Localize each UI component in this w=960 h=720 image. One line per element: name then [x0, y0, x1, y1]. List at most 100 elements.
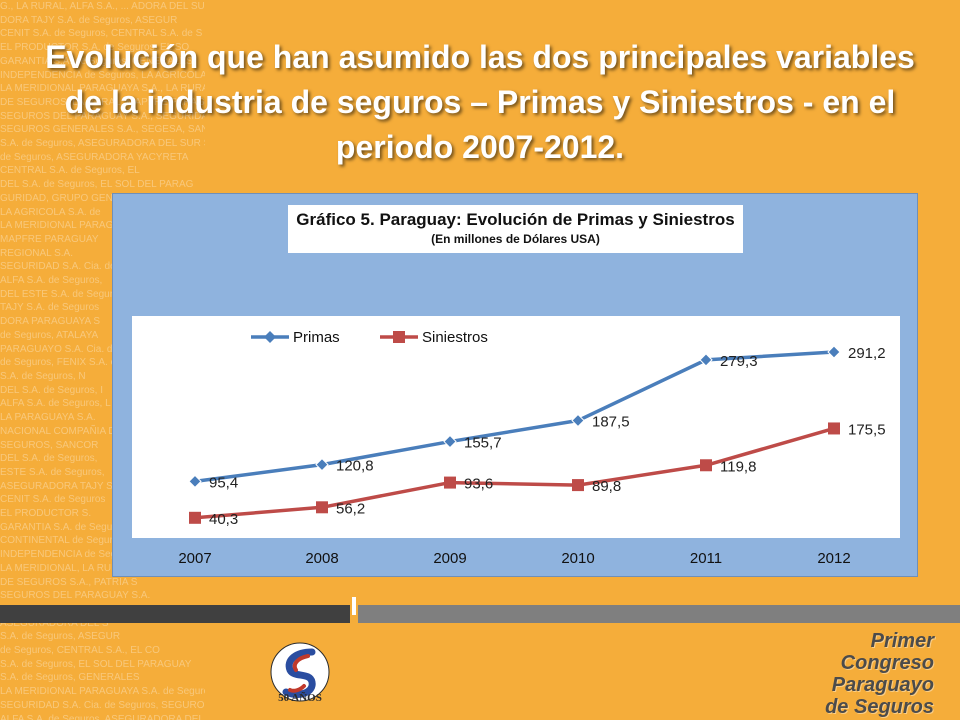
watermark-line: MAPFRE PARAGUAY	[0, 233, 99, 245]
watermark-line: de Seguros, ATALAYA	[0, 329, 99, 341]
watermark-line: S.A. de Seguros, ASEGURADORA DEL SUR S.A…	[0, 138, 205, 150]
watermark-line: S.A. de Seguros, GENERALES	[0, 672, 140, 684]
congress-line: de Seguros	[825, 696, 934, 718]
data-point-primas	[827, 345, 841, 359]
watermark-line: ALFA S.A. de Seguros, ASEGURADORA DEL ES…	[0, 713, 205, 720]
data-label-primas: 120,8	[336, 458, 374, 475]
watermark-line: DEL S.A. de Seguros,	[0, 453, 98, 465]
congress-line: Congreso	[840, 652, 934, 674]
data-label-primas: 95,4	[209, 474, 238, 491]
watermark-line: ASEGURADORA TAJY S.A.	[0, 480, 126, 492]
association-caption: 50 AÑOS	[278, 692, 322, 704]
data-label-siniestros: 93,6	[464, 476, 493, 493]
watermark-line: CENIT S.A. de Seguros	[0, 494, 106, 506]
watermark-line: LA MERIDIONAL PARAG	[0, 220, 114, 232]
footer-band	[0, 597, 960, 623]
watermark-line: CENIT S.A. de Seguros, CENTRAL S.A. de S	[0, 28, 203, 40]
x-tick-label: 2011	[690, 550, 722, 567]
association-logo	[270, 642, 330, 702]
watermark-line: GARANTIA S.A. de Seguros, GENERALES	[0, 55, 193, 67]
watermark-line: GARANTIA S.A. de Seguro	[0, 521, 122, 533]
series-line-primas	[194, 350, 835, 484]
watermark-line: de Seguros, FENIX S.A. c	[0, 357, 116, 369]
x-tick-label: 2008	[305, 550, 338, 567]
watermark-line: CONTINENTAL de Seguros S.A.	[0, 535, 146, 547]
data-label-primas: 187,5	[592, 414, 630, 431]
legend-label: Siniestros	[422, 329, 488, 346]
background-watermark: G., LA RURAL, ALFA S.A., ... ADORA DEL S…	[0, 0, 205, 720]
data-point-siniestros	[444, 476, 456, 489]
footer-band-dark	[0, 605, 350, 623]
data-point-siniestros	[700, 459, 712, 472]
watermark-line: G., LA RURAL, ALFA S.A., ... ADORA DEL S…	[0, 1, 205, 12]
data-point-primas	[443, 434, 457, 449]
data-label-primas: 279,3	[720, 353, 758, 370]
congress-line: Paraguayo	[831, 674, 934, 696]
chart-title: Gráfico 5. Paraguay: Evolución de Primas…	[296, 210, 735, 229]
data-label-siniestros: 56,2	[336, 500, 365, 517]
watermark-line: SEGUROS DEL PARAGUAY S.A., SEGURIDAD	[0, 110, 205, 122]
data-point-primas	[571, 413, 585, 428]
watermark-line: INDEPENDENCIA de Seguro	[0, 549, 131, 561]
x-tick-label: 2010	[561, 550, 594, 567]
watermark-line: SEGURIDAD S.A. Cia. de Seguros, SEGUROS …	[0, 699, 205, 711]
chart-title-box: Gráfico 5. Paraguay: Evolución de Primas…	[288, 205, 743, 253]
watermark-line: DEL ESTE S.A. de Seguros	[0, 288, 124, 300]
plot-area	[132, 316, 900, 538]
watermark-line: DE SEGUROS, LA RURAL, MAPFRE PARAGUAY	[0, 96, 205, 108]
data-point-siniestros	[189, 511, 201, 524]
watermark-line: S.A. de Seguros, ASEGUR	[0, 631, 121, 643]
watermark-line: DE SEGUROS S.A., PATRIA S	[0, 576, 138, 588]
watermark-line: DEL S.A. de Seguros, EL SOL DEL PARAG	[0, 179, 194, 191]
data-point-siniestros	[316, 501, 328, 514]
watermark-line: EL PRODUCTOR S.	[0, 508, 92, 520]
watermark-line: ESTE S.A. de Seguros,	[0, 466, 105, 478]
data-label-siniestros: 119,8	[720, 458, 756, 475]
watermark-line: LA MERIDIONAL PARAGUAYA S.A., LA RURAL	[0, 83, 205, 95]
watermark-line: DORA TAJY S.A. de Seguros, ASEGUR	[0, 14, 178, 26]
watermark-line: CENTRAL S.A. de Seguros, EL	[0, 165, 140, 177]
watermark-line: GURIDAD, GRUPO GENERAL	[0, 192, 139, 204]
watermark-line: SEGUROS GENERALES S.A., SEGESA, SANCOR	[0, 124, 205, 136]
legend-marker	[393, 331, 405, 343]
congress-logo-text: Primer Congreso Paraguayo de Seguros	[825, 630, 934, 718]
watermark-line: REGIONAL S.A.	[0, 247, 73, 259]
watermark-line: SEGURIDAD S.A. Cia. de	[0, 261, 116, 273]
watermark-line: SEGUROS DEL PARAGUAY S.A.	[0, 590, 151, 602]
watermark-line: PARAGUAYO S.A. Cia. d	[0, 343, 113, 355]
watermark-line: S.A. de Seguros, N	[0, 370, 86, 382]
watermark-line: SEGUROS, SANCOR	[0, 439, 99, 451]
data-point-primas	[315, 457, 329, 472]
watermark-line: DEL S.A. de Seguros, I	[0, 384, 104, 396]
data-label-primas: 291,2	[848, 345, 886, 362]
watermark-line: S.A. de Seguros, EL SOL DEL PARAGUAY	[0, 658, 192, 670]
data-point-primas	[699, 353, 713, 367]
congress-line: Primer	[870, 630, 934, 652]
watermark-line: LA PARAGUAYA S.A.	[0, 412, 96, 424]
chart-subtitle: (En millones de Dólares USA)	[431, 232, 600, 246]
series-line-siniestros	[194, 426, 835, 520]
footer-band-light	[358, 605, 960, 623]
x-tick-label: 2012	[817, 550, 850, 567]
slide-title: Evolución que han asumido las dos princi…	[45, 39, 915, 165]
data-label-primas: 155,7	[464, 435, 502, 452]
watermark-line: LA MERIDIONAL PARAGUAYA S.A. de Seguros	[0, 686, 205, 698]
watermark-line: DORA PARAGUAYA S	[0, 316, 101, 328]
legend-marker	[264, 331, 276, 343]
data-point-primas	[188, 474, 202, 489]
watermark-line: EL PRODUCTOR S.A. de Seguros, EL SO	[0, 42, 190, 54]
x-tick-label: 2007	[178, 550, 211, 567]
data-label-siniestros: 89,8	[592, 478, 621, 495]
watermark-line: ALFA S.A. de Seguros, L	[0, 398, 111, 410]
x-tick-label: 2009	[433, 550, 466, 567]
watermark-line: LA MERIDIONAL, LA RURAL	[0, 562, 131, 574]
watermark-line: LA AGRICOLA S.A. de	[0, 206, 101, 218]
legend-label: Primas	[293, 329, 340, 346]
data-label-siniestros: 40,3	[209, 511, 238, 528]
watermark-line: NACIONAL COMPAÑIA DE	[0, 425, 123, 437]
watermark-line: INDEPENDENCIA de Seguros, LA AGRICOLA, L…	[0, 69, 205, 81]
data-point-siniestros	[572, 479, 584, 492]
watermark-line: de Seguros, ASEGURADORA YACYRETA	[0, 151, 189, 163]
watermark-line: ALFA S.A. de Seguros,	[0, 275, 103, 287]
